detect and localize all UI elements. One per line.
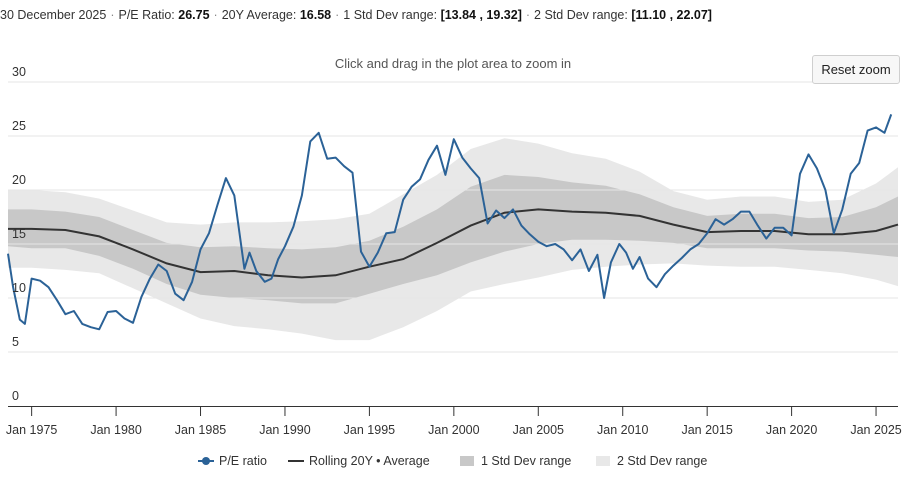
x-tick-label: Jan 2020	[766, 423, 817, 437]
std2-value: [11.10 , 22.07]	[631, 8, 712, 22]
rolling-average-line	[8, 208, 899, 279]
pe-ratio-line[interactable]	[7, 114, 893, 331]
y-tick-label: 15	[12, 227, 26, 241]
legend-label: 1 Std Dev range	[481, 454, 571, 468]
x-tick-label: Jan 2005	[513, 423, 564, 437]
y-tick-label: 0	[12, 389, 19, 403]
reset-zoom-button[interactable]: Reset zoom	[812, 55, 900, 84]
legend[interactable]: P/E ratio Rolling 20Y • Average 1 Std Dev …	[198, 454, 707, 468]
x-tick-label: Jan 2015	[681, 423, 732, 437]
x-tick-label: Jan 1975	[6, 423, 57, 437]
x-tick-label: Jan 2010	[597, 423, 648, 437]
legend-item-std1[interactable]: 1 Std Dev range	[460, 454, 571, 468]
series-lines	[7, 114, 899, 331]
summary-line: 30 December 2025 · P/E Ratio: 26.75 · 20Y Av…	[0, 8, 712, 22]
x-axis: Jan 1975 Jan 1980 Jan 1985 Jan 1990 Jan 1995…	[6, 406, 902, 437]
legend-item-pe[interactable]: P/E ratio	[198, 454, 267, 468]
std-bands	[8, 138, 898, 341]
pe-value: 26.75	[178, 8, 210, 22]
legend-label: P/E ratio	[219, 454, 267, 468]
y-tick-label: 10	[12, 281, 26, 295]
x-tick-label: Jan 1980	[90, 423, 141, 437]
legend-swatch-icon	[460, 456, 474, 466]
std1-value: [13.84 , 19.32]	[440, 8, 522, 22]
legend-label: Rolling 20Y • Average	[309, 454, 430, 468]
x-tick-label: Jan 1985	[175, 423, 226, 437]
std1-label: 1 Std Dev range:	[343, 8, 438, 22]
legend-swatch-icon	[596, 456, 610, 466]
legend-item-avg[interactable]: Rolling 20Y • Average	[288, 454, 430, 468]
x-tick-label: Jan 1990	[259, 423, 310, 437]
std2-label: 2 Std Dev range:	[534, 8, 628, 22]
avg-value: 16.58	[299, 8, 332, 22]
grid-lines	[8, 81, 898, 353]
y-tick-label: 25	[12, 119, 26, 133]
summary-date: 30 December 2025	[0, 8, 107, 22]
x-tick-label: Jan 1995	[344, 423, 395, 437]
legend-item-std2[interactable]: 2 Std Dev range	[596, 454, 707, 468]
avg-label: 20Y Average:	[221, 8, 297, 22]
pe-label: P/E Ratio:	[118, 8, 175, 22]
x-tick-label: Jan 2025	[850, 423, 901, 437]
y-tick-label: 30	[12, 65, 26, 79]
y-tick-label: 20	[12, 173, 26, 187]
y-tick-label: 5	[12, 335, 19, 349]
y-axis: 0 5 10 15 20 25 30	[12, 65, 26, 403]
zoom-hint: Click and drag in the plot area to zoom …	[335, 56, 571, 71]
legend-marker-icon	[202, 457, 210, 465]
x-tick-label: Jan 2000	[428, 423, 479, 437]
legend-label: 2 Std Dev range	[617, 454, 707, 468]
